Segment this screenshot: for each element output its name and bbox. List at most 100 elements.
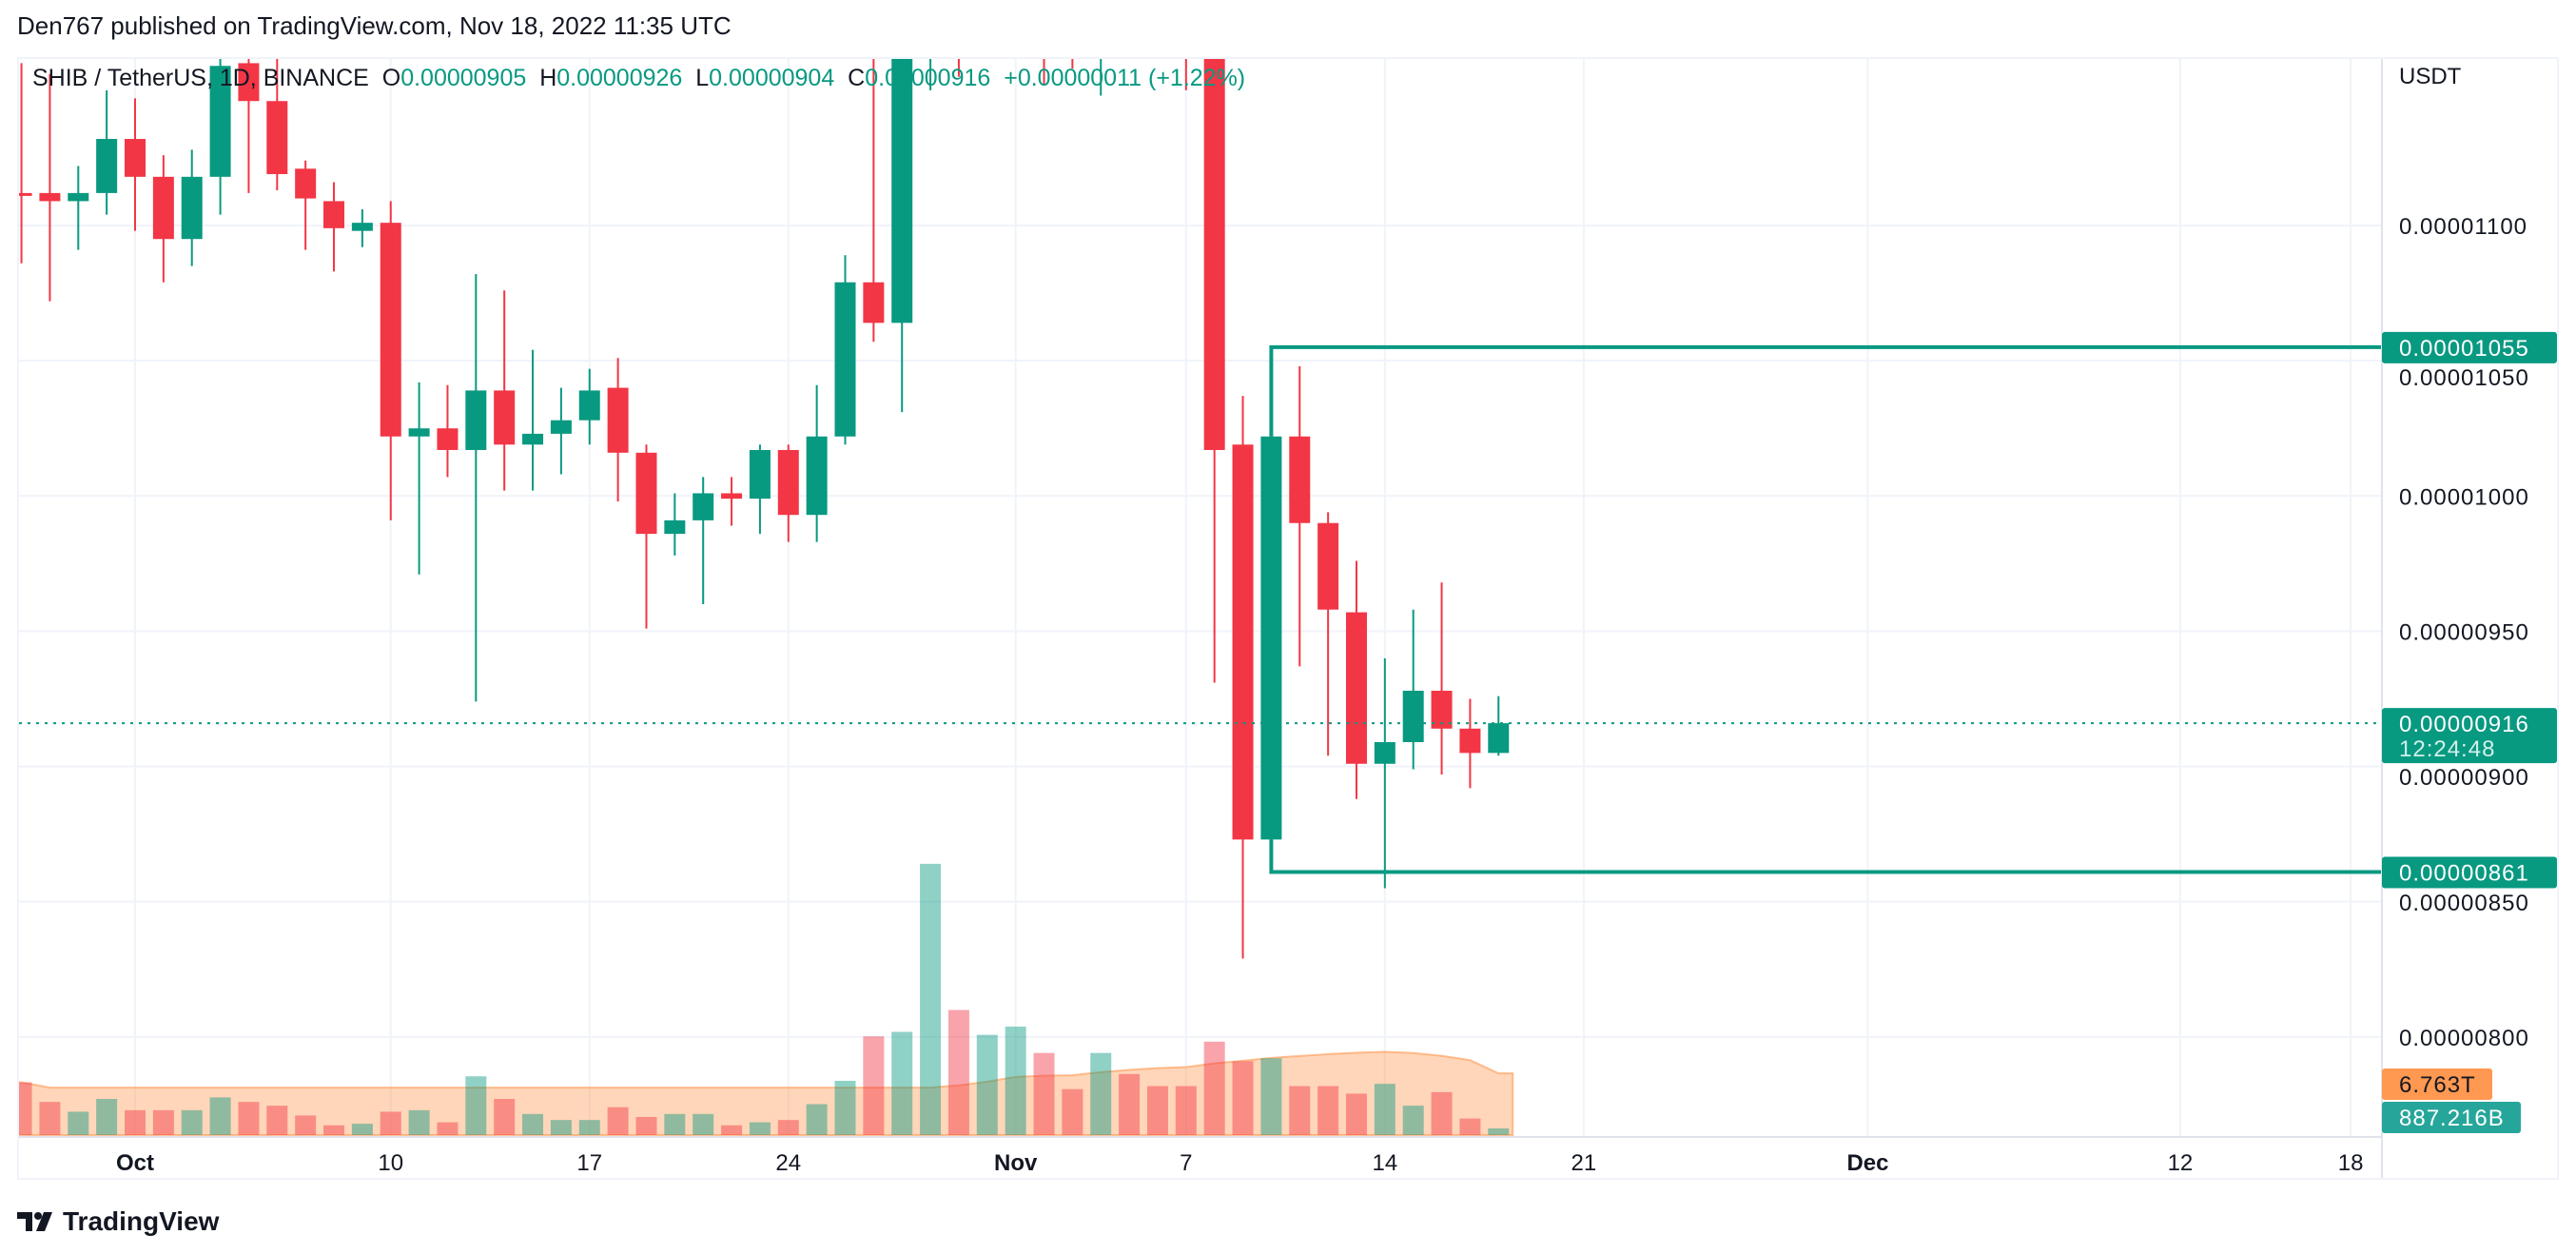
volume-bar — [437, 1122, 459, 1135]
candle-body — [1317, 522, 1339, 610]
volume-bar — [1260, 1058, 1282, 1135]
price-tick-label: 0.00000800 — [2399, 1026, 2529, 1051]
support-price-label: 0.00000861 — [2399, 860, 2529, 886]
volume-bar — [152, 1109, 174, 1135]
volume-bar — [550, 1120, 572, 1135]
volume-bar — [1203, 1041, 1225, 1135]
candles-layer — [19, 0, 1510, 959]
support-price-label-bg — [2382, 856, 2557, 889]
candle-body — [437, 428, 459, 450]
volume-bar — [181, 1109, 203, 1135]
time-tick-label: 12 — [2168, 1150, 2194, 1176]
volume-bar — [976, 1034, 998, 1135]
candle-body — [152, 176, 174, 240]
price-tick-label: 0.00001100 — [2399, 214, 2527, 240]
high-label: H — [539, 65, 557, 91]
price-tick-label: 0.00000850 — [2399, 891, 2529, 916]
candle-body — [550, 420, 572, 434]
candle-body — [693, 493, 714, 520]
time-tick-label: 17 — [576, 1150, 602, 1176]
candle-body — [465, 390, 487, 450]
volume-bar — [19, 1082, 32, 1135]
open-value: 0.00000905 — [400, 65, 527, 91]
tradingview-logo-icon — [17, 1212, 52, 1231]
close-label: C — [848, 65, 866, 91]
volume-bar — [68, 1111, 89, 1135]
volume-bar — [607, 1107, 629, 1135]
volume-bar — [209, 1097, 231, 1135]
candle-body — [125, 139, 146, 177]
low-label: L — [695, 65, 710, 91]
candle-body — [1232, 444, 1254, 840]
candle-body — [323, 201, 345, 228]
candle-body — [607, 387, 629, 453]
volume-bar — [1459, 1118, 1481, 1135]
candle-body — [295, 168, 317, 199]
candle-body — [806, 436, 828, 516]
volume-bar — [635, 1116, 657, 1135]
volume-bar — [1175, 1086, 1197, 1135]
candle-body — [209, 66, 231, 177]
volume-bar — [806, 1104, 828, 1135]
candle-body — [920, 0, 941, 10]
resistance-price-label: 0.00001055 — [2399, 336, 2529, 362]
volume-bar — [693, 1113, 714, 1135]
candle-body — [1402, 690, 1424, 743]
price-tick-label: 0.00001050 — [2399, 365, 2529, 391]
candle-body — [1431, 690, 1453, 729]
levels-layer — [19, 344, 2382, 874]
volume-bar — [380, 1111, 401, 1135]
symbol-info[interactable]: SHIB / TetherUS, 1D, BINANCE — [32, 65, 369, 91]
volume-bar — [323, 1125, 345, 1135]
candle-body — [1374, 742, 1395, 764]
time-tick-label: 14 — [1372, 1150, 1397, 1176]
candle-body — [777, 449, 799, 516]
volume-bar — [96, 1098, 118, 1135]
volume-bar — [465, 1076, 487, 1135]
time-axis[interactable]: Oct 10 17 24 Nov 7 14 21 Dec 12 18 — [116, 1150, 2363, 1176]
volume-bar — [1345, 1093, 1367, 1135]
volume-bar — [522, 1113, 544, 1135]
volume-bar — [39, 1102, 61, 1135]
volume-layer — [19, 863, 1514, 1136]
change-value: +0.00000011 (+1.22%) — [1004, 65, 1246, 91]
candle-body — [181, 176, 203, 240]
volume-bar — [1146, 1086, 1168, 1135]
ohlc-legend: SHIB / TetherUS, 1D, BINANCE O0.00000905… — [32, 65, 1245, 92]
candle-body — [266, 101, 288, 174]
volume-ma-area — [19, 1050, 1514, 1136]
low-value: 0.00000904 — [709, 65, 835, 91]
volume-bar — [1488, 1127, 1510, 1135]
volume-bar — [721, 1125, 743, 1135]
volume-bar — [834, 1080, 856, 1135]
volume-bar — [125, 1109, 146, 1135]
candle-body — [39, 192, 61, 202]
support-level-line — [1269, 839, 2382, 874]
volume-bar — [891, 1031, 913, 1135]
volume-bar — [494, 1098, 516, 1135]
volume-bar — [1289, 1086, 1311, 1135]
candle-body — [96, 139, 118, 193]
last-price-label-bg — [2382, 708, 2557, 764]
volume-bar — [578, 1120, 600, 1135]
close-value: 0.00000916 — [865, 65, 991, 91]
open-label: O — [381, 65, 401, 91]
tradingview-logo[interactable]: TradingView — [17, 1206, 219, 1237]
candle-body — [408, 428, 430, 437]
candle-body — [635, 452, 657, 535]
candle-body — [1488, 723, 1510, 754]
time-tick-label: 18 — [2338, 1150, 2364, 1176]
volume-ma-label: 6.763T — [2399, 1072, 2476, 1098]
volume-bar — [777, 1120, 799, 1135]
volume-bar — [1062, 1088, 1083, 1135]
price-axis[interactable]: 0.00001100 0.00001050 0.00001000 0.00000950… — [2399, 214, 2529, 1051]
price-tick-label: 0.00001000 — [2399, 484, 2529, 510]
candle-body — [1459, 728, 1481, 754]
candle-body — [1203, 59, 1225, 450]
volume-bar — [1232, 1061, 1254, 1135]
volume-bar — [1033, 1052, 1055, 1135]
bar-countdown: 12:24:48 — [2399, 736, 2495, 762]
volume-bar — [920, 863, 942, 1135]
